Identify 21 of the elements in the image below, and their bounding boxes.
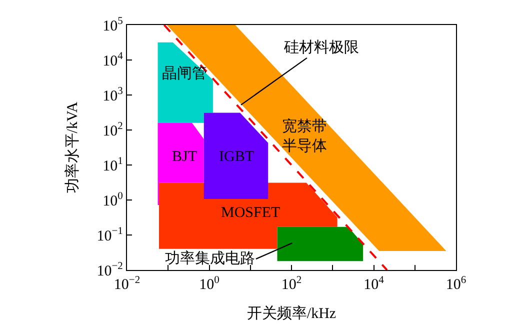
annotation: MOSFET (221, 205, 280, 221)
y-tick-label: 10$^{−2}$ (96, 260, 123, 280)
annotation: IGBT (219, 149, 254, 165)
annotation: BJT (172, 149, 198, 165)
y-tick-label: 10$^{5}$ (102, 16, 123, 34)
x-axis-title: 开关频率/kHz (246, 305, 336, 322)
y-tick-label: 10$^{−1}$ (96, 226, 123, 244)
annotation: 硅材料极限 (283, 39, 359, 56)
y-axis-title: 功率水平/kVA (64, 102, 81, 194)
x-tick-label: 10$^{6}$ (446, 274, 466, 294)
y-tick-label: 10$^{0}$ (102, 190, 123, 210)
x-tick-label: 10$^{2}$ (281, 274, 302, 294)
x-tick-label: 10$^{0}$ (199, 274, 220, 294)
y-tick-label: 10$^{2}$ (102, 120, 123, 140)
y-tick-label: 10$^{4}$ (102, 50, 124, 70)
annotation: 宽禁带半导体 (282, 118, 327, 154)
y-tick-label: 10$^{3}$ (102, 86, 123, 104)
x-tick-label: 10$^{4}$ (364, 274, 385, 294)
annotation: 晶闸管 (162, 65, 207, 82)
annotation: 功率集成电路 (165, 250, 255, 267)
y-tick-label: 10$^{1}$ (102, 156, 123, 174)
